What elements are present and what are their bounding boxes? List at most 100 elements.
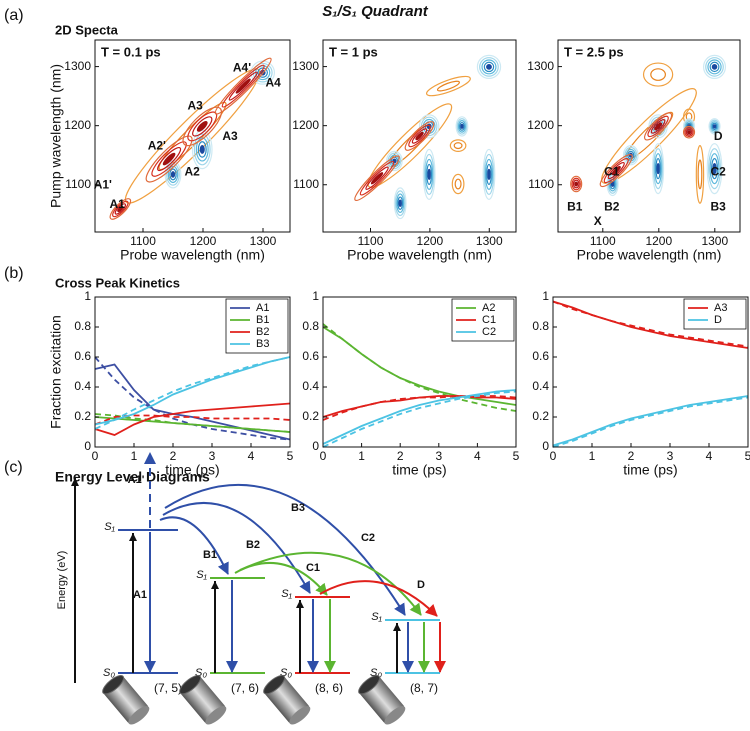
- contour-line: [415, 131, 424, 141]
- contour-line: [411, 128, 428, 144]
- contour-line: [436, 80, 460, 92]
- plot-frame: [94, 39, 291, 233]
- transfer-arrow: [159, 516, 229, 575]
- legend-label: D: [714, 314, 722, 326]
- nanotube-end: [102, 674, 125, 695]
- data-line: [94, 416, 291, 433]
- contours: [354, 54, 502, 220]
- transfer-label: B1: [203, 549, 217, 561]
- y-tick-label: 0: [542, 439, 549, 453]
- contour-line: [622, 144, 639, 166]
- x-tick-label: 1200: [190, 234, 217, 248]
- contour-line: [483, 61, 495, 73]
- contour-line: [193, 133, 211, 166]
- contour-line: [685, 128, 693, 136]
- contour-line: [712, 124, 717, 129]
- contour-line: [199, 145, 205, 154]
- section-title: 2D Specta: [55, 22, 119, 37]
- contour-line: [109, 198, 132, 220]
- chart-title: T = 1 ps: [329, 44, 378, 59]
- nanotube-end: [205, 706, 227, 725]
- y-tick-label: 0.2: [532, 409, 549, 423]
- legend-label: B3: [256, 338, 269, 350]
- contour-line: [228, 71, 258, 101]
- contour-line: [453, 142, 463, 150]
- x-tick-label: 1200: [417, 234, 444, 248]
- contour-line: [425, 75, 471, 97]
- contour-line: [601, 88, 697, 184]
- transfer-arrow: [319, 580, 438, 617]
- transfer-label: D: [417, 579, 425, 591]
- contour-line: [427, 168, 431, 180]
- contour-line: [408, 124, 431, 148]
- contour-line: [426, 163, 433, 185]
- x-tick-label: 2: [628, 449, 635, 463]
- contour-line: [476, 54, 502, 79]
- y-axis-label: Fraction excitation: [48, 315, 64, 429]
- x-axis-label: time (ps): [392, 462, 446, 478]
- y-tick-label: 0.8: [302, 319, 319, 333]
- contour-line: [650, 119, 666, 134]
- figure-title: S₁/S₁ Quadrant: [322, 3, 429, 20]
- contour-line: [170, 171, 176, 178]
- contour-line: [196, 121, 208, 132]
- contour-line: [370, 172, 384, 185]
- x-tick-label: 4: [248, 449, 255, 463]
- chart-title: T = 0.1 ps: [101, 44, 161, 59]
- fit-line: [552, 396, 749, 448]
- contour-line: [695, 144, 705, 204]
- y-tick-label: 1100: [528, 177, 554, 191]
- x-tick-label: 3: [435, 449, 442, 463]
- transfer-label: B3: [291, 502, 305, 514]
- x-tick-label: 4: [474, 449, 481, 463]
- y-tick-label: 1200: [527, 118, 554, 132]
- transfer-label: C2: [361, 532, 375, 544]
- x-tick-label: 1100: [130, 234, 156, 248]
- contour-line: [611, 165, 621, 176]
- x-tick-label: 1100: [358, 234, 384, 248]
- contour-line: [257, 67, 268, 78]
- peak-label: A2: [185, 165, 201, 179]
- contour-line: [398, 199, 402, 207]
- contour-line: [648, 114, 668, 139]
- contour-line: [252, 62, 273, 83]
- contour-line: [197, 141, 207, 158]
- contour-line: [706, 143, 723, 195]
- contour-line: [712, 163, 717, 175]
- contour-line: [486, 63, 492, 70]
- legend: [683, 298, 747, 330]
- contour-line: [221, 64, 265, 108]
- legend-label: C2: [482, 326, 496, 338]
- x-tick-label: 1: [131, 449, 138, 463]
- chirality-label: (8, 6): [315, 681, 343, 695]
- x-axis-label: time (ps): [623, 462, 677, 478]
- contour-line: [705, 57, 724, 77]
- panel-label: (b): [4, 265, 24, 282]
- transfer-arrow: [239, 551, 422, 616]
- contour-line: [711, 122, 718, 131]
- contour-line: [642, 62, 674, 87]
- data-line: [552, 395, 749, 447]
- contour-line: [710, 121, 719, 132]
- peak-label: B2: [604, 199, 620, 213]
- nanotube: [179, 674, 227, 725]
- contour-line: [425, 158, 434, 190]
- transfer-label: C1: [306, 562, 320, 574]
- legend-label: B2: [256, 326, 269, 338]
- peak-label: A2': [148, 139, 166, 153]
- data-line: [322, 326, 517, 406]
- section-title: Cross Peak Kinetics: [55, 275, 180, 290]
- legend-label: C1: [482, 314, 496, 326]
- contour-line: [487, 168, 491, 180]
- y-tick-label: 0: [84, 439, 91, 453]
- contour-line: [703, 54, 727, 79]
- contour-line: [684, 127, 694, 138]
- contour-line: [454, 178, 462, 190]
- x-tick-label: 5: [513, 449, 520, 463]
- contour-line: [682, 125, 696, 139]
- x-tick-label: 1: [589, 449, 596, 463]
- y-tick-label: 1300: [292, 59, 319, 73]
- y-tick-label: 1: [84, 289, 91, 303]
- peak-label: B3: [710, 199, 726, 213]
- contours: [109, 57, 276, 220]
